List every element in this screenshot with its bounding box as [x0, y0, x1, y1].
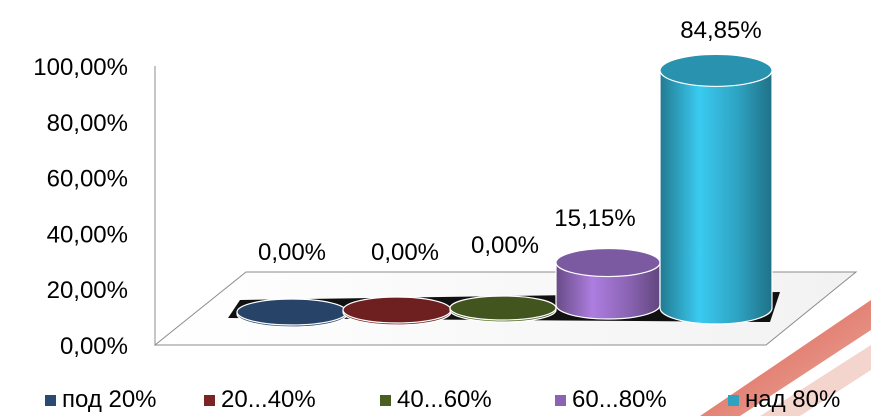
legend-swatch	[555, 394, 566, 406]
y-tick-labels: 0,00% 20,00% 40,00% 60,00% 80,00% 100,00%	[33, 54, 128, 360]
corner-stripe	[700, 300, 871, 416]
legend-label: 20...40%	[221, 386, 316, 413]
bar	[555, 247, 661, 320]
legend-swatch	[204, 394, 215, 406]
bar-top	[342, 296, 452, 324]
bar	[342, 296, 452, 326]
bar	[449, 295, 557, 323]
y-tick-label: 40,00%	[47, 221, 128, 248]
bars	[236, 53, 773, 328]
legend-swatch	[45, 394, 56, 406]
bar-top	[449, 295, 557, 321]
legend-item: 60...80%	[555, 386, 667, 414]
y-tick-label: 100,00%	[33, 54, 128, 81]
bar-top	[236, 298, 348, 326]
y-tick-label: 60,00%	[47, 166, 128, 193]
bar-body	[555, 261, 661, 320]
corner-decoration	[700, 300, 871, 416]
legend-label: 60...80%	[572, 386, 667, 413]
legend-item: 40...60%	[380, 386, 492, 414]
data-label: 0,00%	[371, 239, 439, 266]
legend-swatch	[380, 394, 391, 406]
data-label: 0,00%	[258, 239, 326, 266]
data-label: 15,15%	[554, 205, 635, 232]
y-tick-label: 20,00%	[47, 277, 128, 304]
legend-item: над 80%	[728, 386, 840, 414]
bar	[236, 298, 348, 328]
bar	[659, 53, 773, 325]
data-labels: 0,00% 0,00% 0,00% 15,15% 84,85%	[258, 17, 762, 266]
legend-label: под 20%	[62, 386, 157, 413]
data-label: 84,85%	[680, 17, 761, 44]
data-label: 0,00%	[471, 232, 539, 259]
bar-top	[555, 247, 661, 278]
legend-item: под 20%	[45, 386, 157, 414]
y-tick-label: 0,00%	[60, 333, 128, 360]
bar-top	[659, 53, 773, 88]
corner-stripe-light	[760, 345, 871, 416]
bar-body	[659, 69, 773, 325]
legend-item: 20...40%	[204, 386, 316, 414]
legend-label: над 80%	[745, 386, 841, 413]
y-tick-label: 80,00%	[47, 110, 128, 137]
legend-label: 40...60%	[397, 386, 492, 413]
legend-swatch	[728, 394, 739, 406]
legend: под 20% 20...40% 40...60% 60...80% над 80%	[0, 386, 871, 414]
